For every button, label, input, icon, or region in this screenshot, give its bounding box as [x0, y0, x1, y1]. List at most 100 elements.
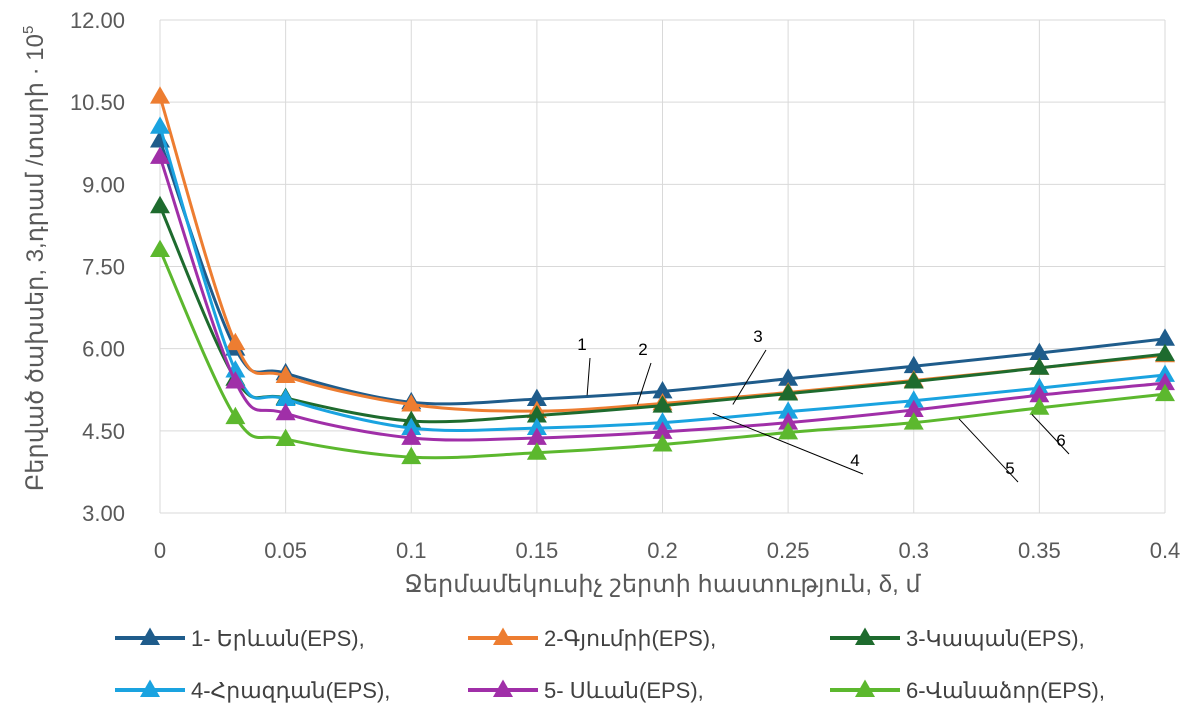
- x-tick-label: 0.25: [767, 538, 810, 563]
- data-point-marker: [150, 116, 170, 134]
- data-point-marker: [652, 412, 673, 430]
- series-line: [158, 156, 1166, 442]
- data-point-marker: [526, 417, 547, 436]
- y-tick-label: 9.00: [82, 172, 125, 197]
- y-tick-label: 12.00: [70, 8, 125, 33]
- legend-marker: [493, 679, 513, 697]
- data-point-marker: [150, 146, 170, 164]
- legend-item-6: 6-Վանաձոր(EPS),: [830, 678, 1105, 703]
- data-point-marker: [225, 371, 246, 389]
- curve-number-label: 2: [638, 340, 647, 359]
- data-point-marker: [903, 399, 924, 417]
- grid: [159, 19, 1166, 514]
- data-point-marker: [778, 401, 799, 419]
- x-tick-label: 0: [154, 538, 166, 563]
- annotations: 1 2 3 4 5 6: [577, 327, 1070, 483]
- data-point-marker: [1029, 397, 1050, 415]
- series-line: [158, 249, 1166, 460]
- data-point-marker: [903, 371, 924, 389]
- legend-marker: [140, 627, 160, 645]
- y-tick-label: 3.00: [82, 501, 125, 526]
- data-point-marker: [652, 395, 673, 413]
- data-point-marker: [903, 390, 924, 408]
- data-point-marker: [526, 442, 547, 460]
- annotation-leader: [958, 418, 1019, 483]
- curve-number-label: 6: [1056, 431, 1065, 450]
- curve-number-label: 3: [753, 327, 762, 346]
- data-point-marker: [1155, 343, 1175, 362]
- y-axis-ticks: 3.00 4.50 6.00 7.50 9.00 10.50 12.00: [70, 8, 125, 526]
- series-line: [158, 126, 1166, 432]
- legend-item-2: 2-Գյումրի(EPS),: [468, 626, 716, 651]
- series-lines: [150, 86, 1175, 465]
- y-tick-label: 6.00: [82, 337, 125, 362]
- x-tick-label: 0.35: [1018, 538, 1061, 563]
- annotation-leader: [732, 349, 767, 405]
- legend-item-3: 3-Կապան(EPS),: [830, 626, 1085, 651]
- data-point-marker: [652, 434, 673, 452]
- data-point-marker: [778, 412, 799, 430]
- annotation-leader: [636, 362, 652, 405]
- series-4: [150, 116, 1175, 436]
- data-point-marker: [652, 380, 673, 399]
- legend-marker: [140, 679, 160, 697]
- data-point-marker: [526, 427, 547, 445]
- data-point-marker: [401, 394, 422, 412]
- data-point-marker: [903, 412, 924, 430]
- data-point-marker: [150, 239, 170, 258]
- data-point-marker: [1155, 383, 1175, 402]
- data-point-marker: [275, 428, 296, 447]
- x-tick-label: 0.15: [515, 538, 558, 563]
- data-point-marker: [778, 422, 799, 440]
- legend-label: 3-Կապան(EPS),: [906, 626, 1085, 651]
- data-point-marker: [778, 383, 799, 401]
- x-axis-ticks: 0 0.05 0.1 0.15 0.2 0.25 0.3 0.35 0.4: [154, 538, 1180, 563]
- data-point-marker: [275, 388, 296, 407]
- y-tick-label: 10.50: [70, 90, 125, 115]
- legend-label: 6-Վանաձոր(EPS),: [906, 678, 1105, 703]
- legend-item-1: 1- Երևան(EPS),: [115, 626, 365, 651]
- y-axis-title-exponent: 5: [20, 26, 37, 34]
- data-point-marker: [150, 195, 170, 214]
- legend-label: 5- Սևան(EPS),: [544, 678, 704, 703]
- legend-label: 1- Երևան(EPS),: [191, 626, 365, 651]
- x-tick-label: 0.3: [898, 538, 929, 563]
- annotation-leader: [1031, 414, 1070, 455]
- x-tick-label: 0.1: [396, 538, 427, 563]
- x-axis-title: Ջերմամեկուսիչ շերտի հաստություն, δ, մ: [404, 571, 921, 598]
- legend-marker: [855, 627, 875, 645]
- y-tick-label: 4.50: [82, 419, 125, 444]
- data-point-marker: [903, 355, 924, 374]
- legend-item-4: 4-Հրազդան(EPS),: [115, 678, 390, 703]
- x-tick-label: 0.4: [1150, 538, 1181, 563]
- x-tick-label: 0.2: [647, 538, 678, 563]
- data-point-marker: [652, 421, 673, 439]
- data-point-marker: [225, 406, 246, 425]
- data-point-marker: [401, 417, 422, 436]
- legend: 1- Երևան(EPS), 2-Գյումրի(EPS), 3-Կապան(EPS…: [115, 626, 1105, 703]
- data-point-marker: [275, 402, 296, 421]
- data-point-marker: [1029, 357, 1050, 375]
- data-point-marker: [150, 86, 170, 104]
- y-axis-title-main: Բերված ծախսեր, 3,դրամ /տարի · 10: [22, 34, 49, 491]
- data-point-marker: [275, 365, 296, 384]
- data-point-marker: [401, 427, 422, 445]
- legend-label: 4-Հրազդան(EPS),: [191, 678, 390, 703]
- annotation-leader: [712, 412, 864, 475]
- x-tick-label: 0.05: [264, 538, 307, 563]
- data-point-marker: [1029, 342, 1050, 361]
- data-point-marker: [1029, 384, 1050, 403]
- data-point-marker: [1155, 328, 1175, 346]
- curve-number-label: 4: [850, 451, 859, 470]
- data-point-marker: [401, 446, 422, 465]
- legend-marker: [493, 627, 513, 645]
- data-point-marker: [778, 368, 799, 386]
- curve-number-label: 1: [577, 335, 586, 354]
- data-point-marker: [526, 405, 547, 423]
- y-axis-title: Բերված ծախսեր, 3,դրամ /տարի · 105: [20, 26, 49, 492]
- legend-marker: [855, 679, 875, 697]
- legend-label: 2-Գյումրի(EPS),: [544, 626, 716, 651]
- curve-number-label: 5: [1005, 459, 1014, 478]
- series-6: [150, 239, 1175, 465]
